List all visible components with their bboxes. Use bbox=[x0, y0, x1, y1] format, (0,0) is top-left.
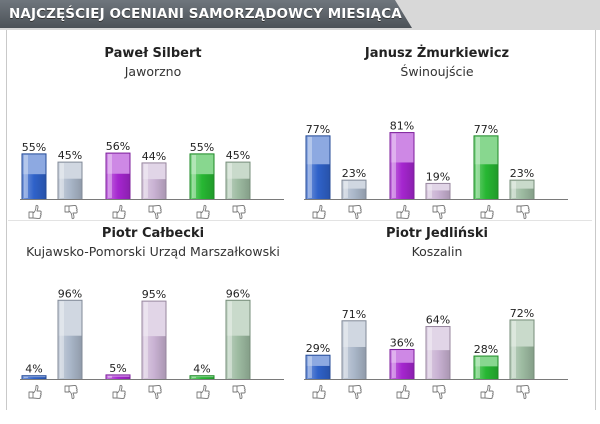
rating-chart: 55% 45% 56% 44% 55% 45% bbox=[20, 140, 284, 220]
content-frame bbox=[6, 30, 596, 410]
thumb-up-icon[interactable] bbox=[112, 204, 126, 220]
rating-chart: 77% 23% 81% 19% 77% 23% bbox=[304, 120, 568, 220]
official-place: Kujawsko-Pomorski Urząd Marszałkowski bbox=[26, 244, 280, 259]
bar-value-label: 72% bbox=[510, 307, 534, 320]
official-name: Janusz Żmurkiewicz bbox=[364, 46, 510, 61]
negative-bar bbox=[57, 161, 83, 200]
official-place: Koszalin bbox=[411, 244, 463, 259]
official-place: Jaworzno bbox=[124, 64, 182, 79]
rating-chart: 4% 96% 5% 95% 4% 96% bbox=[20, 287, 284, 400]
positive-bar bbox=[389, 348, 415, 380]
thumb-down-icon[interactable] bbox=[232, 384, 246, 400]
positive-bar bbox=[105, 152, 131, 200]
negative-bar bbox=[225, 161, 251, 200]
bar-value-label: 4% bbox=[25, 363, 42, 376]
negative-bar bbox=[341, 320, 367, 380]
bar-value-label: 45% bbox=[226, 149, 250, 162]
positive-bar bbox=[473, 135, 499, 200]
bar-value-label: 71% bbox=[342, 308, 366, 321]
thumb-up-icon[interactable] bbox=[28, 384, 42, 400]
thumb-up-icon[interactable] bbox=[396, 204, 410, 220]
bar-value-label: 95% bbox=[142, 288, 166, 301]
bar-value-label: 64% bbox=[426, 314, 450, 327]
official-name: Paweł Silbert bbox=[104, 46, 202, 61]
bar-value-label: 28% bbox=[474, 343, 498, 356]
thumb-down-icon[interactable] bbox=[348, 384, 362, 400]
thumb-up-icon[interactable] bbox=[312, 204, 326, 220]
positive-bar bbox=[21, 153, 47, 200]
bar-value-label: 5% bbox=[109, 362, 126, 375]
bar-value-label: 77% bbox=[474, 123, 498, 136]
page-title: NAJCZĘŚCIEJ OCENIANI SAMORZĄDOWCY MIESIĄ… bbox=[9, 6, 402, 22]
thumb-down-icon[interactable] bbox=[516, 204, 530, 220]
rating-panel-calbecki: Piotr Całbecki Kujawsko-Pomorski Urząd M… bbox=[8, 214, 298, 400]
bar-value-label: 81% bbox=[390, 120, 414, 133]
thumb-up-icon[interactable] bbox=[396, 384, 410, 400]
thumb-up-icon[interactable] bbox=[196, 204, 210, 220]
negative-bar bbox=[341, 179, 367, 200]
official-name: Piotr Jedliński bbox=[385, 226, 489, 241]
negative-bar bbox=[141, 300, 167, 380]
thumb-up-icon[interactable] bbox=[28, 204, 42, 220]
positive-bar bbox=[189, 153, 215, 200]
negative-bar bbox=[509, 319, 535, 380]
rating-panel-silbert: Paweł Silbert Jaworzno 55% 45% 56% 44% 55% 45… bbox=[8, 34, 298, 220]
bar-value-label: 96% bbox=[58, 287, 82, 300]
negative-bar bbox=[57, 299, 83, 380]
bar-value-label: 77% bbox=[306, 123, 330, 136]
thumb-up-icon[interactable] bbox=[480, 204, 494, 220]
bar-value-label: 55% bbox=[190, 141, 214, 154]
bar-value-label: 19% bbox=[426, 170, 450, 183]
positive-bar bbox=[305, 135, 331, 200]
thumb-down-icon[interactable] bbox=[64, 384, 78, 400]
positive-bar bbox=[21, 375, 47, 380]
rating-panel-jedlinski: Piotr Jedliński Koszalin 29% 71% 36% 64% 28%… bbox=[292, 214, 582, 400]
negative-bar bbox=[509, 179, 535, 200]
bar-value-label: 55% bbox=[22, 141, 46, 154]
thumb-down-icon[interactable] bbox=[232, 204, 246, 220]
bar-value-label: 36% bbox=[390, 336, 414, 349]
bar-value-label: 29% bbox=[306, 342, 330, 355]
bar-value-label: 44% bbox=[142, 150, 166, 163]
negative-bar bbox=[141, 162, 167, 200]
official-place: Świnoujście bbox=[400, 64, 474, 79]
negative-bar bbox=[425, 182, 451, 200]
thumb-down-icon[interactable] bbox=[348, 204, 362, 220]
rating-chart: 29% 71% 36% 64% 28% 72% bbox=[304, 307, 568, 400]
header-tab bbox=[0, 0, 412, 28]
thumb-up-icon[interactable] bbox=[312, 384, 326, 400]
bar-value-label: 96% bbox=[226, 287, 250, 300]
bar-value-label: 4% bbox=[193, 363, 210, 376]
row-divider bbox=[8, 220, 592, 221]
positive-bar bbox=[473, 355, 499, 380]
thumb-down-icon[interactable] bbox=[148, 204, 162, 220]
positive-bar bbox=[305, 354, 331, 380]
thumb-up-icon[interactable] bbox=[480, 384, 494, 400]
bar-value-label: 56% bbox=[106, 140, 130, 153]
thumb-up-icon[interactable] bbox=[196, 384, 210, 400]
bar-value-label: 23% bbox=[510, 167, 534, 180]
bar-value-label: 23% bbox=[342, 167, 366, 180]
thumb-up-icon[interactable] bbox=[112, 384, 126, 400]
positive-bar bbox=[189, 375, 215, 380]
bar-value-label: 45% bbox=[58, 149, 82, 162]
rating-panel-zmurkiewicz: Janusz Żmurkiewicz Świnoujście 77% 23% 81%… bbox=[292, 34, 582, 220]
official-name: Piotr Całbecki bbox=[101, 226, 205, 241]
negative-bar bbox=[225, 299, 251, 380]
thumb-down-icon[interactable] bbox=[432, 204, 446, 220]
positive-bar bbox=[389, 132, 415, 200]
positive-bar bbox=[105, 374, 131, 380]
thumb-down-icon[interactable] bbox=[432, 384, 446, 400]
negative-bar bbox=[425, 326, 451, 380]
thumb-down-icon[interactable] bbox=[516, 384, 530, 400]
thumb-down-icon[interactable] bbox=[64, 204, 78, 220]
thumb-down-icon[interactable] bbox=[148, 384, 162, 400]
